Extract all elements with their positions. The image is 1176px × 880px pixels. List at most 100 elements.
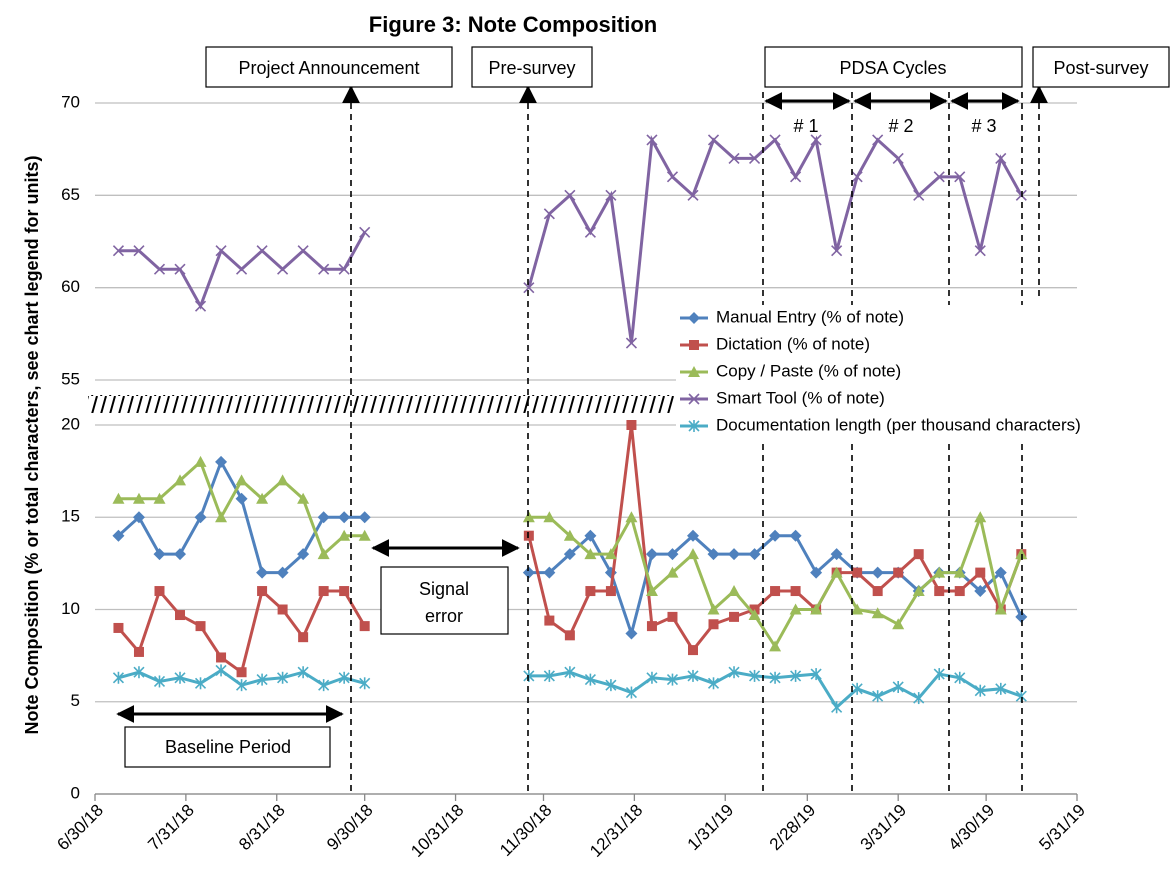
legend-label: Manual Entry (% of note): [716, 307, 904, 326]
marker-shape: [770, 586, 781, 597]
marker: [646, 671, 658, 684]
marker: [790, 669, 802, 682]
marker: [339, 586, 350, 597]
x-tick-label: 7/31/18: [144, 801, 198, 855]
legend: Manual Entry (% of note) Dictation (% of …: [676, 305, 1168, 440]
marker: [748, 548, 761, 561]
marker-shape: [133, 646, 144, 657]
marker-shape: [175, 610, 186, 621]
x-tick-label: 5/31/19: [1035, 801, 1089, 855]
marker-shape: [646, 621, 657, 632]
marker-shape: [666, 548, 679, 561]
marker-shape: [543, 566, 556, 579]
marker-shape: [236, 263, 248, 275]
marker: [995, 682, 1007, 695]
marker-shape: [358, 511, 371, 524]
marker-shape: [934, 586, 945, 597]
box: [764, 46, 1023, 88]
marker: [689, 340, 699, 350]
marker-shape: [543, 208, 555, 220]
x-tick-label: 11/30/18: [496, 801, 555, 860]
marker: [1015, 548, 1028, 560]
marker-shape: [626, 420, 637, 430]
marker: [543, 566, 556, 579]
marker-shape: [728, 152, 740, 164]
marker: [872, 690, 884, 703]
marker: [133, 646, 144, 657]
marker: [687, 645, 698, 656]
marker: [1015, 610, 1028, 623]
marker-shape: [563, 529, 576, 541]
marker-shape: [112, 245, 125, 257]
marker: [297, 492, 310, 504]
marker: [707, 548, 720, 561]
marker: [298, 632, 309, 643]
marker-shape: [851, 603, 864, 615]
marker: [810, 603, 823, 615]
marker: [625, 627, 638, 640]
marker-shape: [563, 548, 576, 561]
marker-shape: [729, 611, 740, 622]
marker-shape: [564, 189, 576, 201]
marker: [934, 586, 945, 597]
marker: [153, 263, 166, 275]
marker: [215, 455, 228, 468]
axis-break: [88, 395, 676, 413]
marker-shape: [543, 511, 556, 523]
marker: [687, 189, 699, 201]
marker: [584, 529, 597, 542]
marker-shape: [194, 455, 207, 467]
marker: [912, 585, 925, 597]
marker-shape: [338, 511, 351, 524]
marker-shape: [871, 566, 884, 579]
marker: [789, 603, 802, 615]
marker-shape: [728, 548, 741, 561]
marker: [913, 189, 925, 201]
marker-shape: [605, 586, 616, 597]
marker: [975, 567, 986, 578]
marker: [748, 152, 761, 164]
marker: [318, 586, 329, 597]
marker-shape: [153, 548, 166, 561]
marker: [256, 566, 269, 579]
marker: [338, 671, 350, 684]
marker: [523, 282, 535, 294]
marker: [688, 312, 700, 324]
annotation: error: [425, 606, 463, 626]
marker-shape: [810, 566, 823, 579]
marker: [666, 673, 679, 686]
marker-shape: [235, 492, 248, 505]
marker: [995, 152, 1007, 164]
marker: [318, 263, 330, 275]
marker-shape: [194, 511, 207, 524]
marker: [688, 420, 700, 432]
marker-shape: [256, 492, 269, 504]
marker-shape: [523, 530, 534, 541]
box: [124, 726, 331, 768]
marker-shape: [625, 337, 638, 349]
marker: [974, 684, 986, 697]
marker-shape: [748, 609, 761, 621]
marker: [174, 548, 187, 561]
marker: [954, 171, 966, 183]
marker-shape: [174, 263, 186, 275]
marker: [871, 566, 884, 579]
legend-label: Copy / Paste (% of note): [716, 361, 901, 380]
marker-shape: [216, 652, 227, 663]
marker: [132, 511, 145, 524]
marker: [913, 549, 924, 560]
marker: [522, 566, 535, 579]
marker-shape: [748, 152, 761, 164]
box: [205, 46, 453, 88]
y-tick-label: 10: [61, 599, 80, 618]
marker: [645, 585, 658, 597]
marker-shape: [317, 511, 330, 524]
marker: [769, 529, 782, 542]
marker-shape: [276, 474, 289, 486]
marker: [194, 455, 207, 467]
annotation: Signal: [419, 579, 469, 599]
marker: [563, 529, 576, 541]
marker: [297, 666, 309, 679]
marker: [831, 245, 843, 257]
marker-shape: [707, 603, 720, 615]
